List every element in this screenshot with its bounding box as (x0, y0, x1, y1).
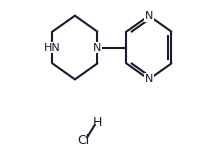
Text: N: N (145, 74, 153, 84)
Text: H: H (93, 116, 102, 129)
Text: Cl: Cl (77, 134, 90, 147)
Text: N: N (93, 42, 102, 53)
Text: N: N (145, 11, 153, 21)
Text: HN: HN (44, 42, 61, 53)
